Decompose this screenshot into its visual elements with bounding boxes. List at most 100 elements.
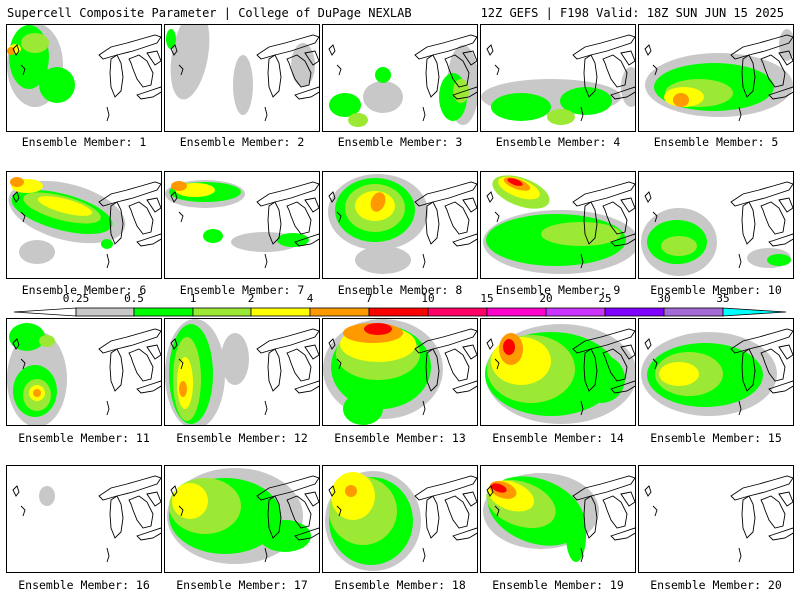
border-fragment xyxy=(264,547,268,563)
border-fragment xyxy=(422,547,426,563)
scp-contour-fill xyxy=(39,335,55,347)
lake-huron-outline xyxy=(760,201,786,235)
legend-tick-label: 1 xyxy=(190,292,197,305)
georgian-bay-outline xyxy=(462,50,477,66)
lake-superior-outline xyxy=(730,328,793,354)
scp-map xyxy=(481,34,635,125)
coastline-layer xyxy=(170,34,319,122)
lake-michigan-outline xyxy=(267,201,282,245)
ensemble-member-label: Ensemble Member: 3 xyxy=(337,135,463,149)
scp-contour-fill xyxy=(621,67,635,107)
coastline-layer xyxy=(328,475,477,563)
ensemble-member-label: Ensemble Member: 2 xyxy=(179,135,305,149)
ensemble-member-map xyxy=(322,465,478,573)
scp-contour-fill xyxy=(560,87,612,115)
ensemble-member-map xyxy=(322,318,478,426)
scp-contour-fill xyxy=(348,113,368,127)
border-fragment xyxy=(106,547,110,563)
scp-contour-fill xyxy=(364,323,392,335)
inland-lake-outline xyxy=(486,485,494,497)
inland-lake-outline xyxy=(486,338,494,350)
scp-contour-fill xyxy=(503,339,515,355)
scp-contour-fill xyxy=(101,239,113,249)
color-scale-legend: 0.25 0.5 1 2 4 7 10 15 20 25 30 35 xyxy=(0,286,800,320)
river-outline xyxy=(178,358,184,370)
ensemble-member-label: Ensemble Member: 1 xyxy=(21,135,147,149)
inland-lake-outline xyxy=(170,44,178,56)
scp-map xyxy=(167,468,319,564)
scp-contour-fill xyxy=(370,192,386,212)
lake-erie-outline xyxy=(768,380,793,394)
georgian-bay-outline xyxy=(304,344,319,360)
ensemble-member-label: Ensemble Member: 19 xyxy=(492,578,624,592)
river-outline xyxy=(336,505,342,517)
inland-lake-outline xyxy=(12,44,20,56)
ensemble-member-label: Ensemble Member: 5 xyxy=(653,135,779,149)
river-outline xyxy=(20,211,26,223)
scp-contour-fill xyxy=(277,233,309,247)
lake-erie-outline xyxy=(610,233,635,247)
lake-michigan-outline xyxy=(109,201,124,245)
coastline-layer xyxy=(644,475,793,563)
scp-contour-fill xyxy=(767,254,791,266)
ensemble-member-label: Ensemble Member: 7 xyxy=(179,283,305,297)
legend-tick-label: 2 xyxy=(248,292,255,305)
legend-low-arrow xyxy=(13,307,77,317)
lake-huron-outline xyxy=(128,495,154,529)
coastline-layer xyxy=(12,475,161,563)
lake-michigan-outline xyxy=(267,348,282,392)
scp-contour-fill xyxy=(547,109,575,125)
legend-tick-label: 0.5 xyxy=(124,292,144,305)
lake-michigan-outline xyxy=(425,495,440,539)
coastline-layer xyxy=(328,328,477,416)
border-fragment xyxy=(422,253,426,269)
georgian-bay-outline xyxy=(304,197,319,213)
scp-contour-fill xyxy=(221,333,249,385)
scp-map xyxy=(644,475,793,563)
legend-color-bin xyxy=(486,307,547,317)
lake-superior-outline xyxy=(572,328,635,354)
legend-tick-label: 4 xyxy=(307,292,314,305)
legend-color-bin xyxy=(250,307,311,317)
ensemble-member-map xyxy=(322,171,478,279)
coastline-layer xyxy=(644,328,793,416)
legend-tick-label: 10 xyxy=(421,292,434,305)
lake-michigan-outline xyxy=(741,348,756,392)
scp-map xyxy=(165,180,319,269)
scp-contour-fill xyxy=(661,236,697,256)
border-fragment xyxy=(738,400,742,416)
georgian-bay-outline xyxy=(462,344,477,360)
ensemble-member-map xyxy=(164,24,320,132)
ensemble-member-map xyxy=(480,318,636,426)
lake-huron-outline xyxy=(286,348,312,382)
georgian-bay-outline xyxy=(462,491,477,507)
lake-huron-outline xyxy=(602,495,628,529)
lake-superior-outline xyxy=(730,34,793,60)
lake-michigan-outline xyxy=(109,348,124,392)
lake-huron-outline xyxy=(602,201,628,235)
legend-color-bin xyxy=(427,307,488,317)
lake-erie-outline xyxy=(610,86,635,100)
scp-map xyxy=(166,25,319,122)
coastline-layer xyxy=(644,34,793,122)
river-outline xyxy=(336,211,342,223)
lake-michigan-outline xyxy=(109,54,124,98)
coastline-layer xyxy=(12,328,161,416)
ensemble-member-label: Ensemble Member: 10 xyxy=(650,283,782,297)
lake-erie-outline xyxy=(136,233,161,247)
lake-superior-outline xyxy=(414,181,477,207)
lake-superior-outline xyxy=(414,34,477,60)
ensemble-member-map xyxy=(480,465,636,573)
legend-color-bin xyxy=(545,307,606,317)
inland-lake-outline xyxy=(12,338,20,350)
lake-erie-outline xyxy=(294,233,319,247)
coastline-layer xyxy=(328,181,477,269)
georgian-bay-outline xyxy=(620,50,635,66)
lake-michigan-outline xyxy=(583,348,598,392)
inland-lake-outline xyxy=(328,485,336,497)
border-fragment xyxy=(422,400,426,416)
scp-contour-fill xyxy=(375,67,391,83)
ensemble-member-label: Ensemble Member: 4 xyxy=(495,135,621,149)
inland-lake-outline xyxy=(12,485,20,497)
scp-map xyxy=(8,177,161,269)
